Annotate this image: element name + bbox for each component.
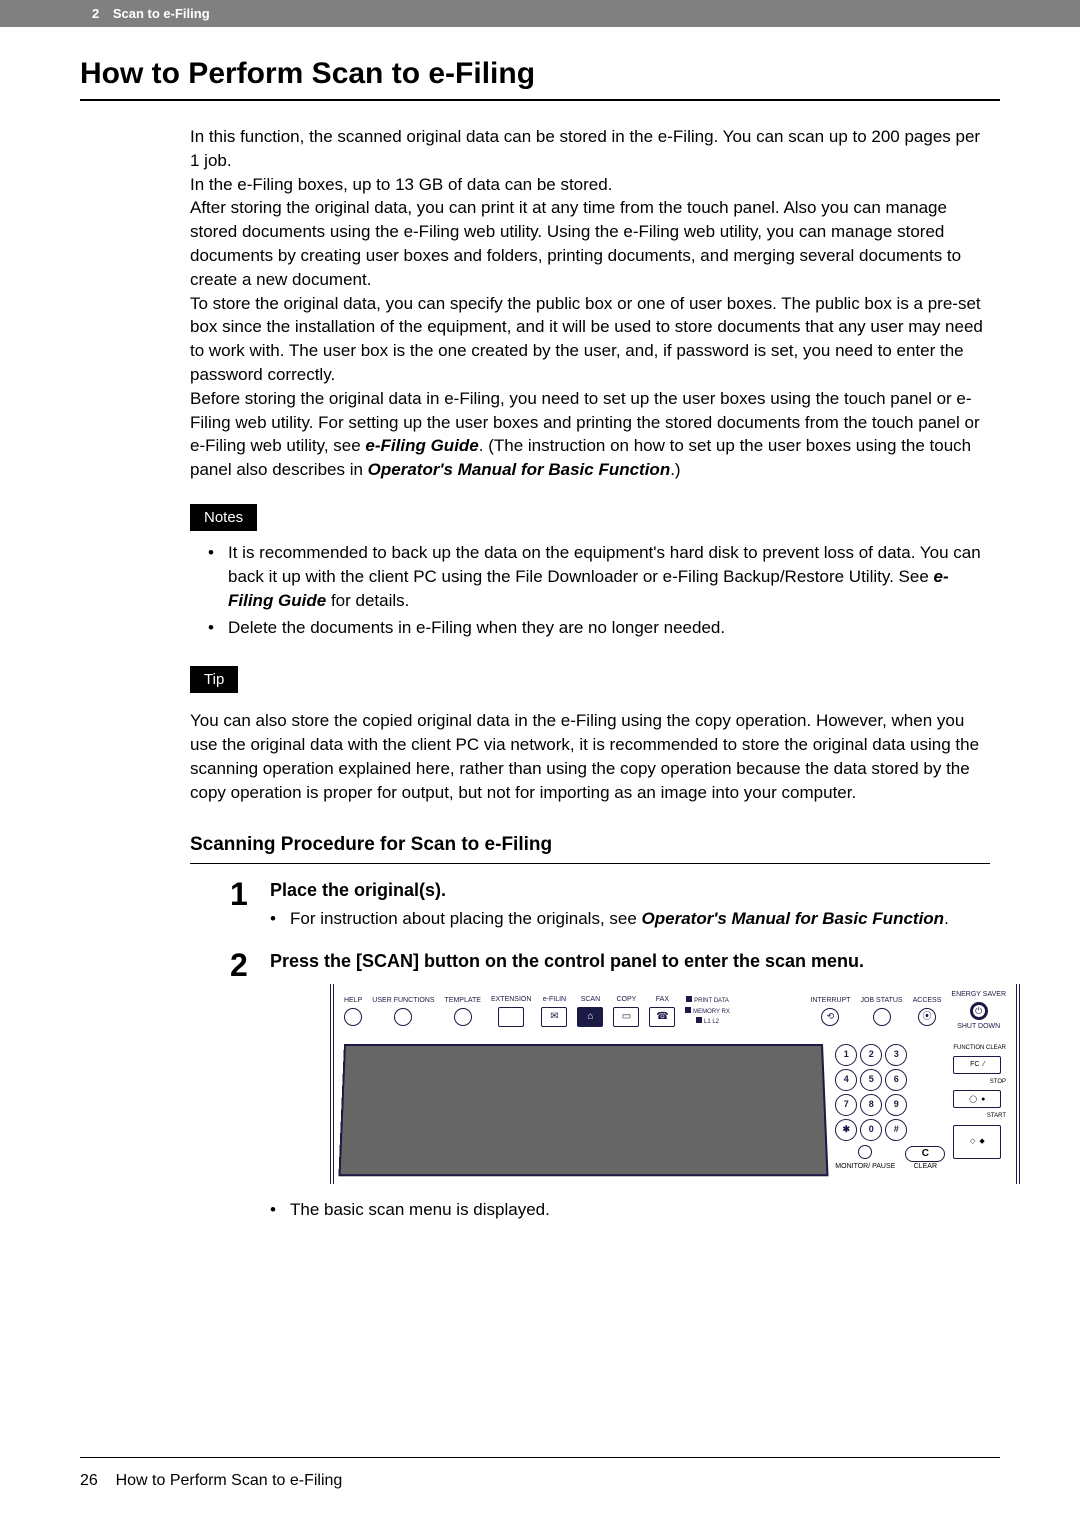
intro-p4: To store the original data, you can spec…	[190, 292, 990, 387]
key-0: 0	[860, 1119, 882, 1141]
step-1-bullets: For instruction about placing the origin…	[270, 907, 990, 931]
btn-access: ACCESS⦿	[913, 996, 942, 1026]
main-title: How to Perform Scan to e-Filing	[80, 57, 1000, 101]
footer-title: How to Perform Scan to e-Filing	[116, 1472, 343, 1489]
btn-job-status: JOB STATUS	[860, 996, 902, 1026]
notes-label: Notes	[190, 504, 257, 531]
key-7: 7	[835, 1094, 857, 1116]
tip-label: Tip	[190, 666, 238, 693]
key-4: 4	[835, 1069, 857, 1091]
step-2-num: 2	[230, 949, 270, 1226]
key-1: 1	[835, 1044, 857, 1066]
section-heading: Scanning Procedure for Scan to e-Filing	[190, 832, 990, 859]
btn-stop: ◯●	[953, 1090, 1001, 1108]
key-9: 9	[885, 1094, 907, 1116]
step-1-title: Place the original(s).	[270, 878, 990, 903]
btn-template: TEMPLATE	[445, 996, 481, 1026]
btn-fax: FAX☎	[649, 995, 675, 1027]
step-1-body: Place the original(s). For instruction a…	[270, 878, 990, 935]
footer-page-num: 26	[80, 1472, 98, 1489]
key-6: 6	[885, 1069, 907, 1091]
btn-efiling: e-FILIN✉	[541, 995, 567, 1027]
btn-extension: EXTENSION	[491, 995, 531, 1027]
monitor-row: MONITOR/ PAUSE CCLEAR	[835, 1145, 945, 1173]
key-star: ✱	[835, 1119, 857, 1141]
header-bar: 2 Scan to e-Filing	[0, 0, 1080, 27]
key-2: 2	[860, 1044, 882, 1066]
ref-operators-manual-1: Operator's Manual for Basic Function	[368, 460, 671, 479]
ref-operators-manual-2: Operator's Manual for Basic Function	[642, 909, 945, 928]
step-2-body: Press the [SCAN] button on the control p…	[270, 949, 1020, 1226]
intro-p1: In this function, the scanned original d…	[190, 125, 990, 173]
panel-bottom-row: 1 2 3 4 5 6 7 8 9 ✱ 0 #	[334, 1038, 1016, 1184]
intro-p3: After storing the original data, you can…	[190, 196, 990, 291]
led-stack: PRINT DATA MEMORY RX L1 L2	[685, 996, 729, 1026]
key-5: 5	[860, 1069, 882, 1091]
note-2: Delete the documents in e-Filing when th…	[208, 616, 990, 640]
step-2-bullets: The basic scan menu is displayed.	[270, 1198, 1020, 1222]
key-8: 8	[860, 1094, 882, 1116]
touch-screen	[338, 1044, 828, 1177]
step-1: 1 Place the original(s). For instruction…	[230, 878, 990, 935]
step-2-bullet-1: The basic scan menu is displayed.	[270, 1198, 1020, 1222]
intro-p5: Before storing the original data in e-Fi…	[190, 387, 990, 482]
btn-user-functions: USER FUNCTIONS	[372, 996, 434, 1026]
step-2: 2 Press the [SCAN] button on the control…	[230, 949, 990, 1226]
step-2-title: Press the [SCAN] button on the control p…	[270, 949, 1020, 974]
body-content: In this function, the scanned original d…	[190, 125, 990, 1226]
btn-copy: COPY▭	[613, 995, 639, 1027]
btn-scan: SCAN⌂	[577, 995, 603, 1027]
key-hash: #	[885, 1119, 907, 1141]
header-page-num: 2	[92, 6, 99, 21]
btn-help: HELP	[344, 996, 362, 1026]
tip-text: You can also store the copied original d…	[190, 709, 990, 804]
ref-efiling-guide-1: e-Filing Guide	[365, 436, 478, 455]
footer: 26 How to Perform Scan to e-Filing	[80, 1457, 1000, 1490]
control-panel-illustration: HELP USER FUNCTIONS TEMPLATE EXTENSION e…	[330, 984, 1020, 1184]
key-3: 3	[885, 1044, 907, 1066]
section-rule	[190, 863, 990, 864]
side-buttons: FUNCTION CLEAR FC⁄ STOP ◯● START ◇◆	[953, 1044, 1006, 1174]
notes-list: It is recommended to back up the data on…	[190, 541, 990, 640]
panel-top-row: HELP USER FUNCTIONS TEMPLATE EXTENSION e…	[334, 984, 1016, 1038]
step-1-bullet-1: For instruction about placing the origin…	[270, 907, 990, 931]
note-1: It is recommended to back up the data on…	[208, 541, 990, 612]
btn-start: ◇◆	[953, 1125, 1001, 1159]
step-1-num: 1	[230, 878, 270, 935]
header-section: Scan to e-Filing	[113, 6, 210, 21]
btn-fc: FC⁄	[953, 1056, 1001, 1074]
intro-p2: In the e-Filing boxes, up to 13 GB of da…	[190, 173, 990, 197]
numeric-keypad: 1 2 3 4 5 6 7 8 9 ✱ 0 #	[835, 1044, 945, 1141]
keypad-area: 1 2 3 4 5 6 7 8 9 ✱ 0 #	[835, 1044, 1006, 1174]
btn-energy-saver: ENERGY SAVER⏻SHUT DOWN	[951, 990, 1006, 1032]
btn-interrupt: INTERRUPT⟲	[810, 996, 850, 1026]
